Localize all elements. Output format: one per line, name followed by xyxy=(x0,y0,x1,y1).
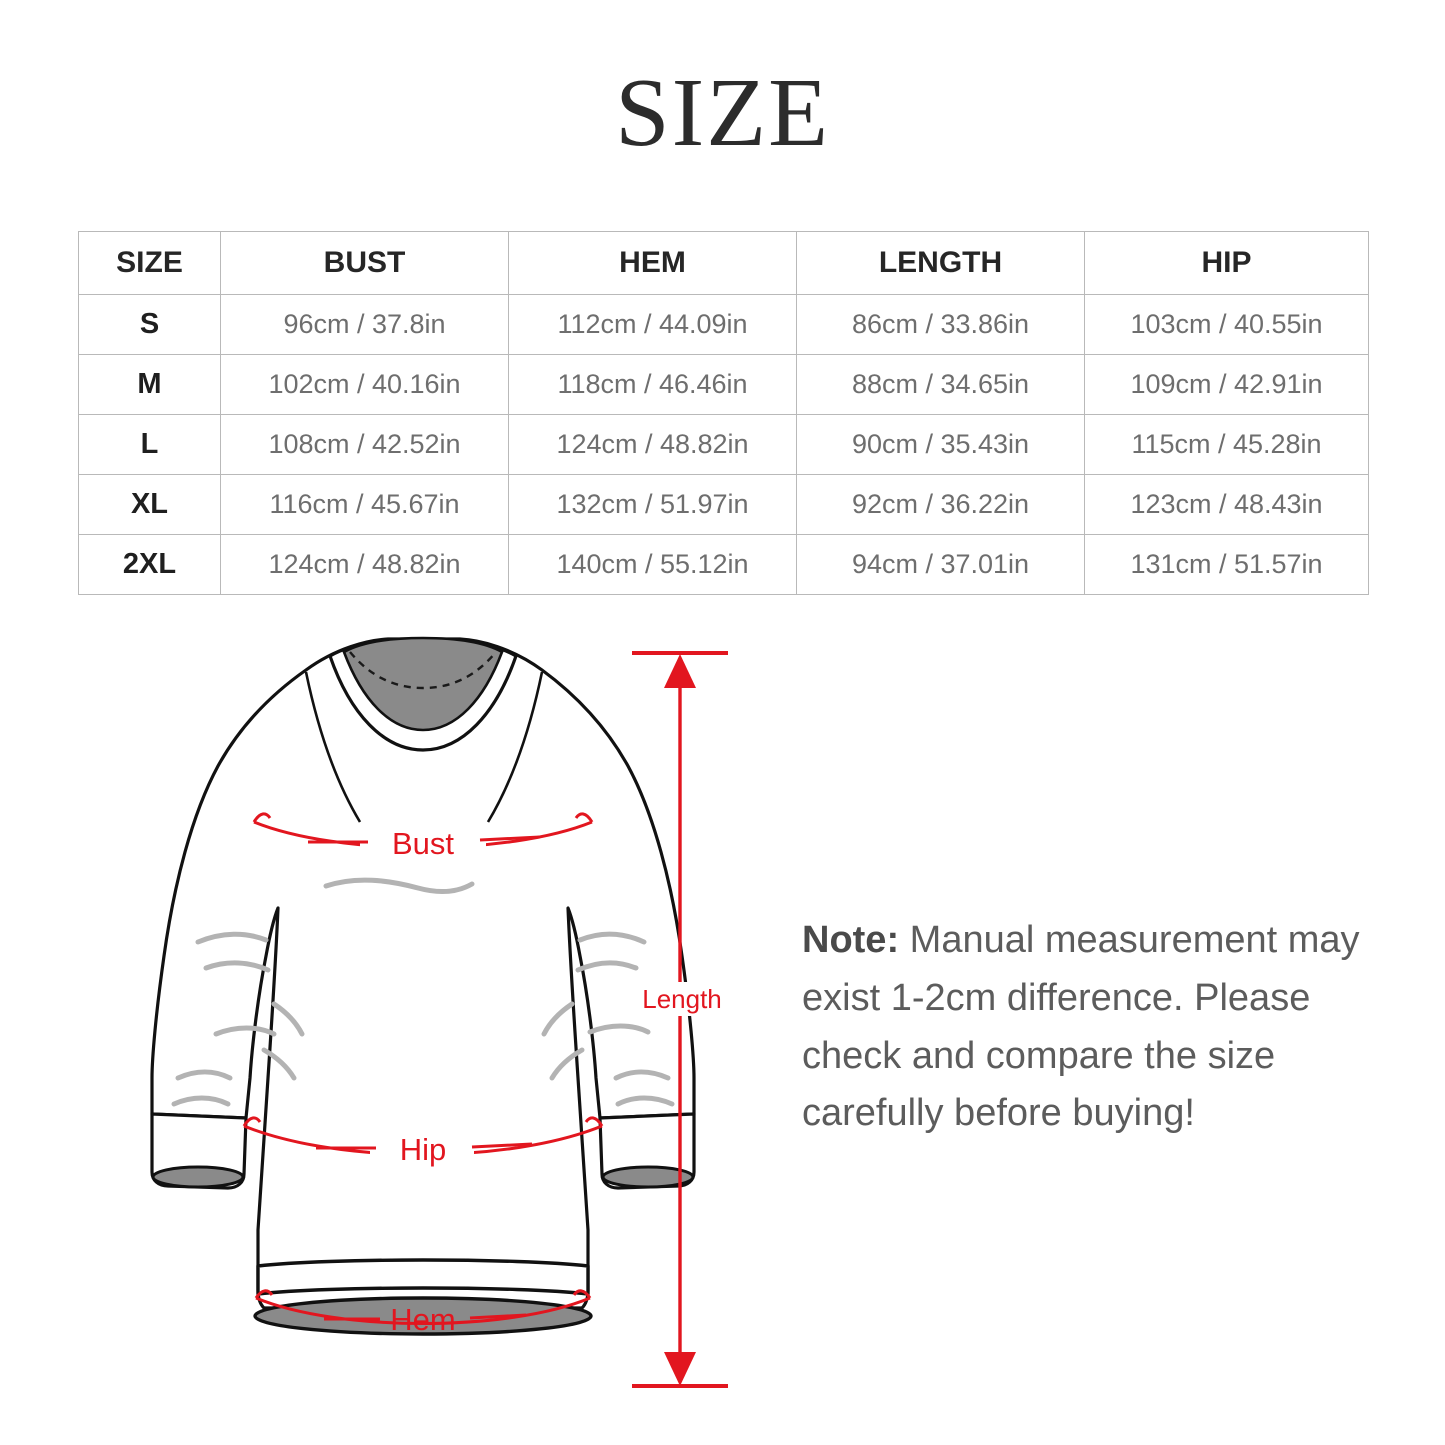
cell-length: 90cm / 35.43in xyxy=(796,414,1085,475)
size-chart-table-container: SIZE BUST HEM LENGTH HIP S 96cm / 37.8in… xyxy=(78,231,1369,595)
cell-hem: 140cm / 55.12in xyxy=(508,534,797,595)
cell-length: 94cm / 37.01in xyxy=(796,534,1085,595)
hem-measure-line xyxy=(254,1289,592,1325)
cell-hem: 132cm / 51.97in xyxy=(508,474,797,535)
cell-hem: 124cm / 48.82in xyxy=(508,414,797,475)
cell-size: S xyxy=(78,294,221,355)
column-header-hip: HIP xyxy=(1084,231,1369,295)
cell-bust: 96cm / 37.8in xyxy=(220,294,509,355)
cell-size: L xyxy=(78,414,221,475)
column-header-length: LENGTH xyxy=(796,231,1085,295)
table-row: L 108cm / 42.52in 124cm / 48.82in 90cm /… xyxy=(78,414,1369,475)
page-title: SIZE xyxy=(615,59,830,167)
cell-bust: 108cm / 42.52in xyxy=(220,414,509,475)
length-arrow-head-up xyxy=(664,654,696,688)
cell-size: XL xyxy=(78,474,221,535)
left-cuff-opening xyxy=(151,1165,245,1189)
column-header-size: SIZE xyxy=(78,231,221,295)
table-row: XL 116cm / 45.67in 132cm / 51.97in 92cm … xyxy=(78,474,1369,535)
table-row: S 96cm / 37.8in 112cm / 44.09in 86cm / 3… xyxy=(78,294,1369,355)
cell-length: 86cm / 33.86in xyxy=(796,294,1085,355)
hem-band xyxy=(256,1258,590,1296)
right-cuff-opening xyxy=(601,1165,695,1189)
cell-hip: 109cm / 42.91in xyxy=(1084,354,1369,415)
cell-hem: 118cm / 46.46in xyxy=(508,354,797,415)
measurement-note: Note: Manual measurement may exist 1-2cm… xyxy=(802,912,1372,1143)
cell-size: M xyxy=(78,354,221,415)
bust-measure-line xyxy=(252,812,594,860)
hem-opening xyxy=(253,1296,593,1336)
left-shoulder-seam xyxy=(304,671,362,823)
fabric-shading xyxy=(171,877,675,1107)
note-text: Manual measurement may exist 1-2cm diffe… xyxy=(802,919,1360,1135)
cell-length: 92cm / 36.22in xyxy=(796,474,1085,535)
table-row: M 102cm / 40.16in 118cm / 46.46in 88cm /… xyxy=(78,354,1369,415)
table-header-row: SIZE BUST HEM LENGTH HIP xyxy=(78,231,1369,295)
hip-label: Hip xyxy=(400,1132,447,1167)
hem-label: Hem xyxy=(390,1302,455,1337)
cell-hip: 123cm / 48.43in xyxy=(1084,474,1369,535)
hip-measure-line xyxy=(242,1116,604,1164)
cell-hip: 131cm / 51.57in xyxy=(1084,534,1369,595)
cell-size: 2XL xyxy=(78,534,221,595)
table-row: 2XL 124cm / 48.82in 140cm / 55.12in 94cm… xyxy=(78,534,1369,595)
column-header-hem: HEM xyxy=(508,231,797,295)
right-shoulder-seam xyxy=(486,671,544,823)
note-lead: Note: xyxy=(802,919,900,961)
length-arrow-head-down xyxy=(664,1352,696,1386)
length-dimension xyxy=(600,630,760,1420)
neck-opening xyxy=(342,636,504,732)
cell-hem: 112cm / 44.09in xyxy=(508,294,797,355)
cell-bust: 102cm / 40.16in xyxy=(220,354,509,415)
cell-hip: 103cm / 40.55in xyxy=(1084,294,1369,355)
garment-illustration: Bust Hip Hem xyxy=(88,626,758,1416)
bust-label: Bust xyxy=(392,826,454,861)
column-header-bust: BUST xyxy=(220,231,509,295)
size-chart-table: SIZE BUST HEM LENGTH HIP S 96cm / 37.8in… xyxy=(78,231,1369,595)
cell-hip: 115cm / 45.28in xyxy=(1084,414,1369,475)
cell-bust: 116cm / 45.67in xyxy=(220,474,509,535)
cell-bust: 124cm / 48.82in xyxy=(220,534,509,595)
length-label: Length xyxy=(612,982,752,1016)
cell-length: 88cm / 34.65in xyxy=(796,354,1085,415)
neck-stitching xyxy=(349,651,497,690)
